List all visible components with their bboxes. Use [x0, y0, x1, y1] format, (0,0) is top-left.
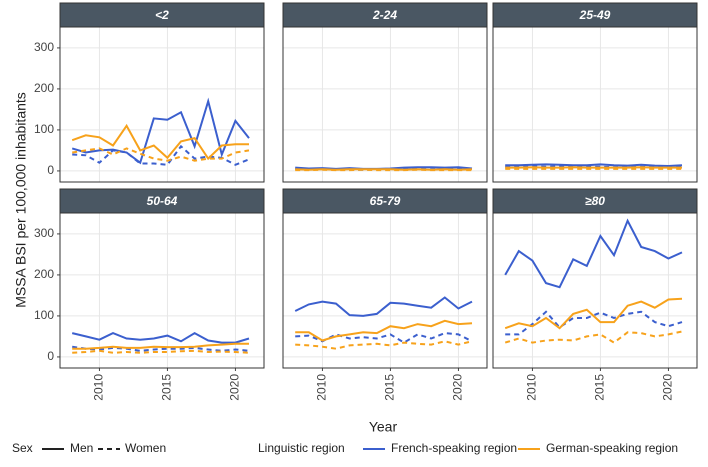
legend-title: Sex: [12, 441, 33, 455]
legend-label: German-speaking region: [546, 441, 678, 455]
legend-label: French-speaking region: [391, 441, 517, 455]
y-tick-label: 100: [34, 122, 54, 136]
y-tick-label: 100: [34, 308, 54, 322]
legend-label: Men: [70, 441, 93, 455]
x-tick-label: 2015: [383, 374, 397, 401]
x-tick-label: 2010: [92, 374, 106, 401]
y-tick-label: 300: [34, 226, 54, 240]
y-tick-label: 200: [34, 267, 54, 281]
x-tick-label: 2015: [160, 374, 174, 401]
y-axis-label: MSSA BSI per 100,000 inhabitants: [13, 92, 29, 308]
y-tick-label: 300: [34, 40, 54, 54]
y-tick-label: 200: [34, 81, 54, 95]
x-tick-label: 2010: [315, 374, 329, 401]
x-tick-label: 2020: [451, 374, 465, 401]
x-tick-label: 2010: [525, 374, 539, 401]
panel: [493, 27, 697, 182]
y-tick-label: 0: [47, 349, 54, 363]
facet-title: ≥80: [585, 194, 605, 208]
facet-title: 2-24: [372, 8, 397, 22]
x-tick-label: 2015: [593, 374, 607, 401]
facet-title: 25-49: [579, 8, 611, 22]
x-axis-label: Year: [369, 419, 398, 435]
legend-title: Linguistic region: [258, 441, 345, 455]
x-tick-label: 2020: [661, 374, 675, 401]
x-tick-label: 2020: [228, 374, 242, 401]
series-line: [505, 164, 682, 166]
panel: [493, 213, 697, 368]
legend-label: Women: [125, 441, 166, 455]
facet-title: 65-79: [370, 194, 401, 208]
y-tick-label: 0: [47, 163, 54, 177]
panel: [283, 27, 487, 182]
facet-title: <2: [155, 8, 169, 22]
facet-title: 50-64: [147, 194, 178, 208]
